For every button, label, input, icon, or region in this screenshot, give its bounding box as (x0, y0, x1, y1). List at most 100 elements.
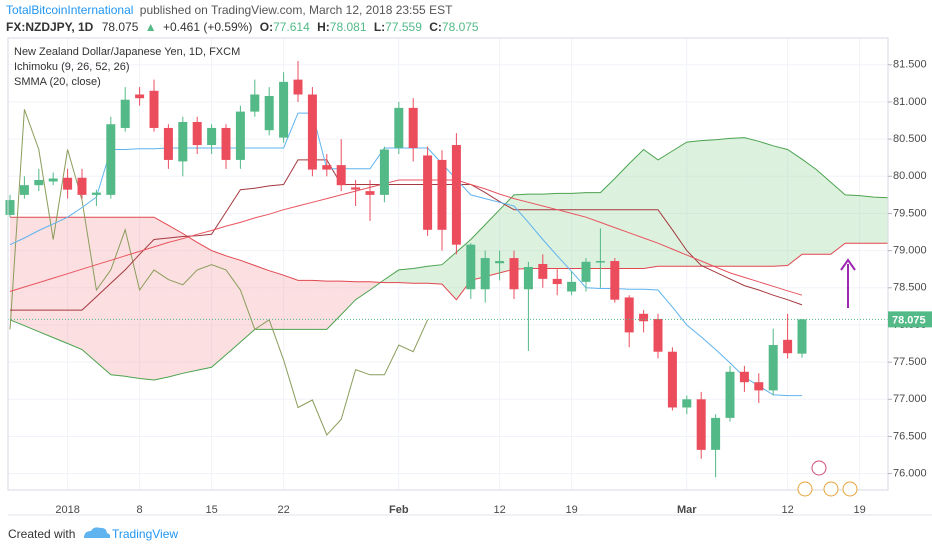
cloud (182, 233, 198, 374)
cloud (830, 182, 846, 255)
candle-body (523, 266, 533, 290)
candle-body (394, 107, 404, 149)
brand[interactable]: TradingView (112, 527, 178, 541)
candle-body (667, 351, 677, 408)
cloud (686, 140, 702, 267)
plot-frame (7, 37, 889, 491)
candle-body (163, 127, 173, 160)
cloud (643, 149, 658, 269)
candle-body (653, 319, 663, 352)
cloud (658, 151, 673, 267)
ohlc-label: L: (374, 20, 385, 34)
cloud (816, 169, 831, 255)
candle-body (264, 95, 274, 131)
x-tick-label: 2018 (55, 504, 79, 516)
ohlc-value: 78.075 (442, 20, 479, 34)
cloud (629, 149, 644, 269)
candle-body (19, 185, 29, 195)
candle-body (437, 159, 447, 230)
candle-body (351, 187, 361, 190)
cloud (211, 250, 226, 368)
candle-body (595, 261, 605, 263)
cloud (154, 217, 169, 380)
symbol: FX:NZDJPY, 1D (6, 20, 94, 34)
event-icon[interactable] (823, 481, 839, 497)
cloud (773, 145, 788, 267)
cloud (53, 217, 68, 344)
candle-body (783, 339, 793, 354)
candle-body (365, 191, 375, 195)
candle-body (682, 399, 692, 408)
candle-body (336, 165, 346, 186)
cloud (197, 242, 212, 371)
cloud (24, 217, 39, 332)
cloud (427, 264, 442, 285)
candle-body (480, 258, 490, 290)
candle-body (120, 99, 130, 128)
cloud (859, 195, 874, 244)
x-tick-label: 15 (205, 504, 217, 516)
plot-area: New Zealand Dollar/Japanese Yen, 1D, FXC… (5, 38, 889, 490)
candle-body (552, 278, 562, 285)
y-tick-label: 78.500 (893, 282, 927, 294)
candle-body (178, 122, 188, 162)
candle-body (379, 149, 389, 195)
cloud (542, 193, 558, 269)
x-tick-label: 12 (493, 504, 505, 516)
x-tick-label: 19 (853, 504, 865, 516)
author[interactable]: TotalBitcoinInternational (6, 3, 133, 17)
cloud (82, 217, 97, 363)
cloud (283, 275, 298, 330)
legend-entry: SMMA (20, close) (14, 76, 101, 88)
y-tick-label: 77.500 (893, 356, 927, 368)
cloud (326, 281, 342, 330)
cloud (110, 217, 126, 377)
candle-body (250, 94, 260, 112)
tenkan-line (9, 112, 802, 397)
cloud (269, 270, 284, 330)
y-tick-label: 81.000 (893, 96, 927, 108)
candle-body (538, 264, 548, 279)
event-icon[interactable] (797, 481, 813, 497)
cloud (701, 139, 716, 267)
cloud (226, 255, 241, 355)
y-tick-label: 77.000 (893, 393, 927, 405)
y-tick-label: 81.500 (893, 59, 927, 71)
ohlc-label: O: (260, 20, 273, 34)
last: 78.075 (102, 20, 139, 34)
cloud (586, 192, 601, 269)
candle-body (5, 200, 15, 215)
candle-body (581, 261, 591, 282)
legend-entry: New Zealand Dollar/Japanese Yen, 1D, FXC… (14, 46, 240, 58)
y-tick-label: 76.500 (893, 430, 927, 442)
candle-body (408, 107, 418, 149)
candle-body (797, 319, 807, 354)
cloud (499, 194, 514, 273)
x-tick-label: 22 (277, 504, 289, 516)
candle-body (711, 417, 721, 450)
candle-body (293, 79, 303, 95)
cloud (614, 163, 630, 269)
legend-entry: Ichimoku (9, 26, 52, 26) (14, 61, 130, 73)
y-tick-label: 79.000 (893, 245, 927, 257)
cloud (254, 265, 270, 330)
candle-body (221, 127, 231, 160)
candle-body (91, 192, 101, 195)
candle-body (34, 179, 44, 186)
cloud (139, 217, 154, 380)
candle-body (754, 382, 764, 391)
smma-line (9, 179, 803, 296)
candle-body (610, 261, 620, 300)
candle-body (106, 124, 116, 195)
candle-body (279, 81, 289, 138)
cloud (341, 281, 356, 315)
cloud (384, 269, 399, 283)
event-icon[interactable] (842, 481, 858, 497)
ohlc-value: 77.614 (273, 20, 310, 34)
candle-body (567, 281, 577, 292)
last-price-label: 78.075 (892, 314, 926, 326)
candle-body (739, 371, 749, 383)
cloud (125, 217, 140, 379)
event-icon[interactable] (811, 460, 827, 476)
